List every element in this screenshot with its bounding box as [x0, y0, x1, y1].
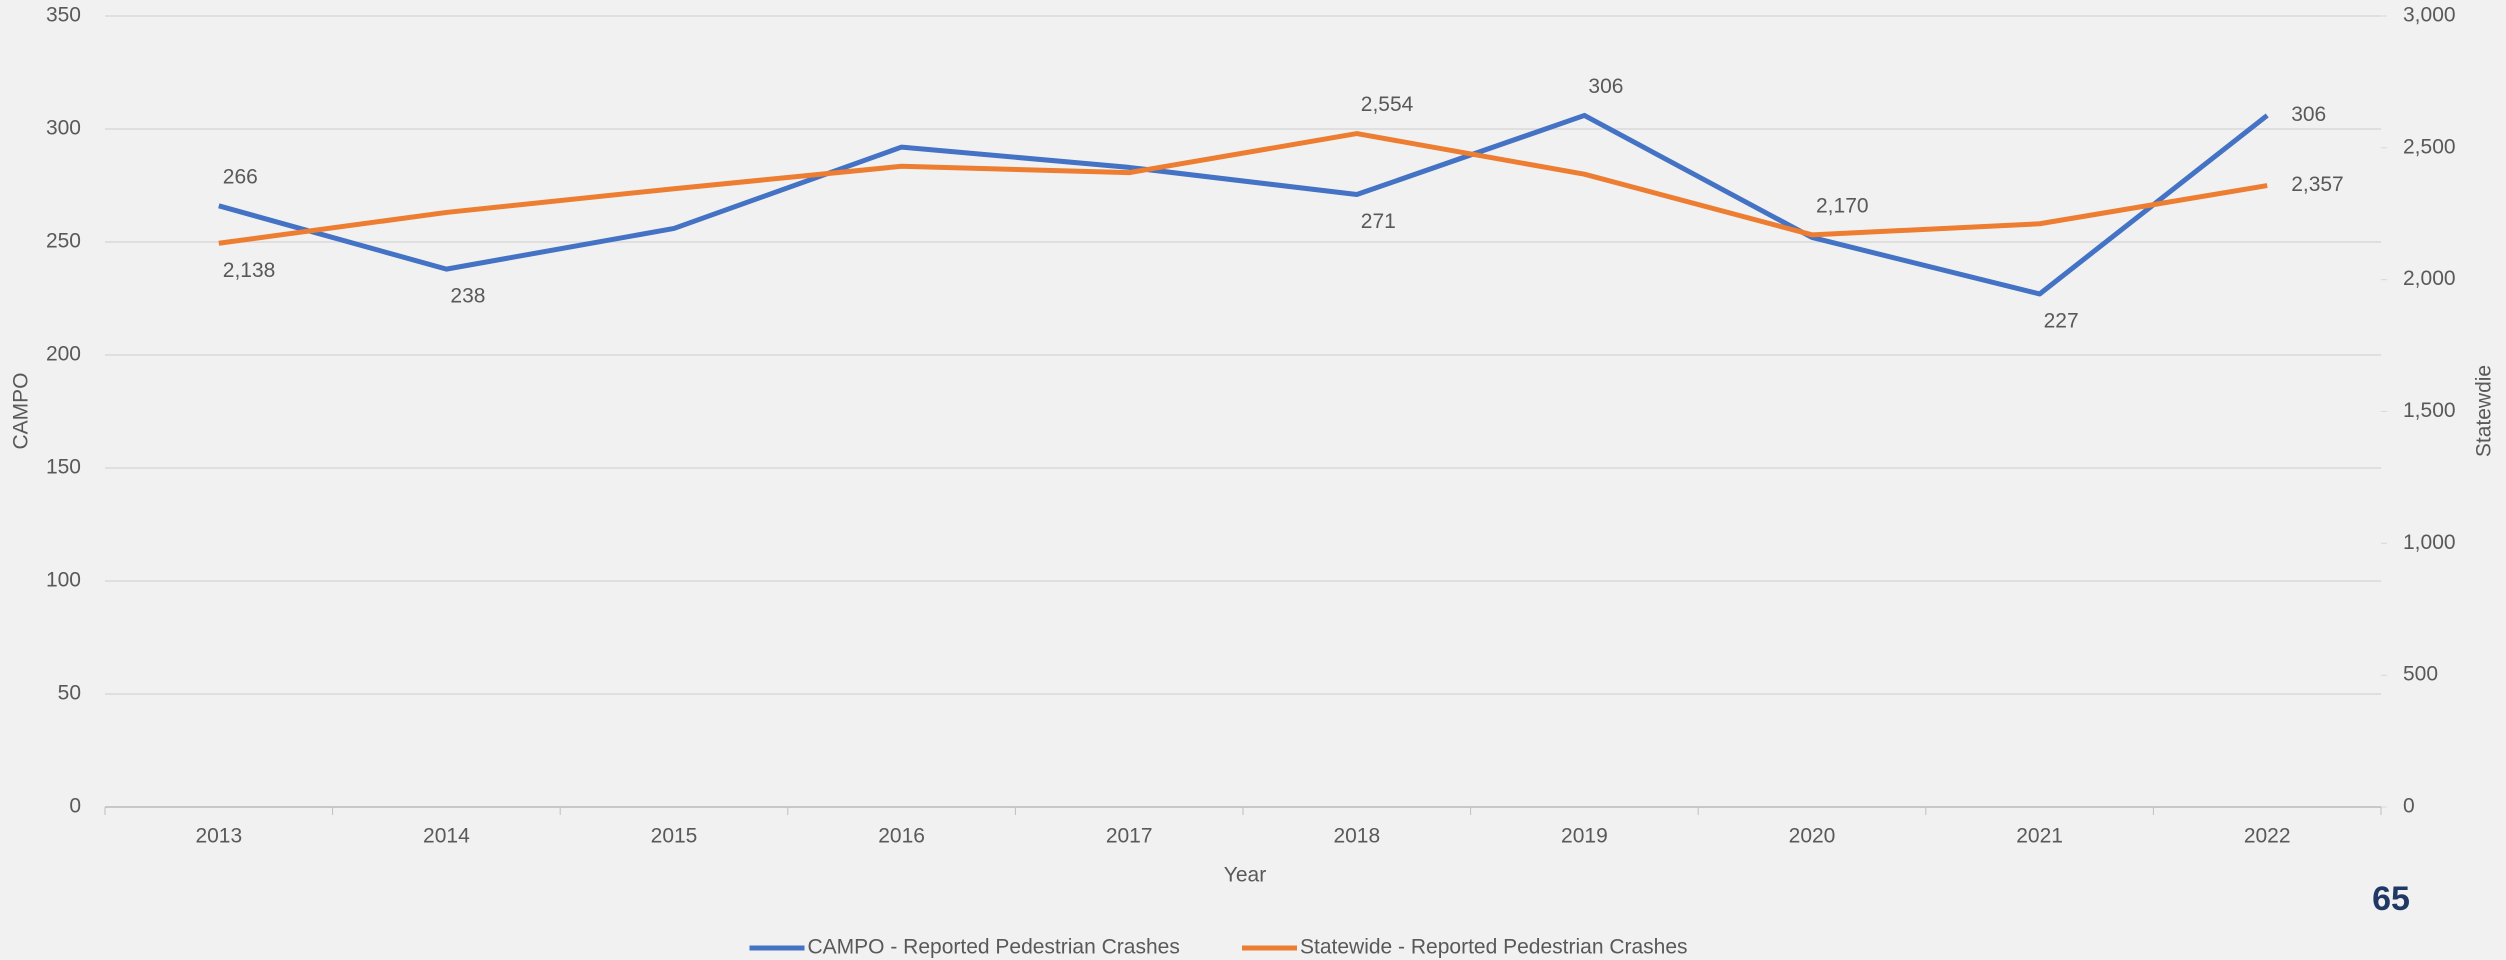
y-tick-label: 350 — [46, 4, 81, 27]
data-label: 306 — [1588, 75, 1623, 98]
data-label: 2,170 — [1816, 194, 1869, 217]
legend-label: Statewide - Reported Pedestrian Crashes — [1300, 936, 1688, 959]
x-tick-label: 2021 — [2016, 825, 2063, 848]
x-tick-label: 2020 — [1789, 825, 1836, 848]
y-tick-label: 100 — [46, 569, 81, 592]
y2-tick-label: 1,500 — [2403, 399, 2456, 422]
y2-tick-label: 2,500 — [2403, 135, 2456, 158]
y-tick-label: 50 — [58, 682, 81, 705]
y2-tick-label: 2,000 — [2403, 267, 2456, 290]
y2-tick-label: 0 — [2403, 795, 2415, 818]
y-axis-title: CAMPO — [10, 372, 33, 449]
data-label: 2,357 — [2291, 173, 2344, 196]
x-tick-label: 2022 — [2244, 825, 2291, 848]
x-tick-label: 2017 — [1106, 825, 1153, 848]
x-tick-label: 2019 — [1561, 825, 1608, 848]
y-tick-label: 150 — [46, 456, 81, 479]
y2-axis-title: Statewdie — [2473, 365, 2496, 457]
y2-tick-label: 3,000 — [2403, 4, 2456, 27]
x-axis-title: Year — [1224, 864, 1266, 887]
y-tick-label: 200 — [46, 343, 81, 366]
x-tick-label: 2018 — [1333, 825, 1380, 848]
data-label: 2,554 — [1361, 93, 1414, 116]
series-line — [218, 112, 2269, 297]
data-label: 227 — [2044, 310, 2079, 333]
data-label: 306 — [2291, 103, 2326, 126]
legend-label: CAMPO - Reported Pedestrian Crashes — [808, 936, 1180, 959]
y2-tick-label: 1,000 — [2403, 531, 2456, 554]
series-line — [218, 131, 2268, 246]
y2-tick-label: 500 — [2403, 663, 2438, 686]
x-tick-label: 2014 — [423, 825, 470, 848]
x-tick-label: 2013 — [195, 825, 242, 848]
data-label: 271 — [1361, 210, 1396, 233]
data-label: 2,138 — [223, 259, 276, 282]
data-label: 266 — [223, 165, 258, 188]
x-tick-label: 2016 — [878, 825, 925, 848]
x-tick-label: 2015 — [651, 825, 698, 848]
y-tick-label: 250 — [46, 230, 81, 253]
data-label: 238 — [450, 285, 485, 308]
page-number: 65 — [2372, 880, 2410, 918]
y-tick-label: 300 — [46, 117, 81, 140]
y-tick-label: 0 — [69, 795, 81, 818]
